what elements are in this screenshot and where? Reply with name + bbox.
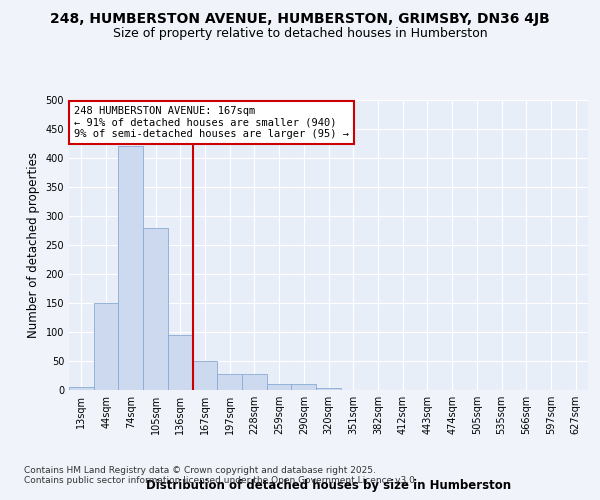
Bar xyxy=(316,388,341,390)
Text: 248 HUMBERSTON AVENUE: 167sqm
← 91% of detached houses are smaller (940)
9% of s: 248 HUMBERSTON AVENUE: 167sqm ← 91% of d… xyxy=(74,106,349,139)
Bar xyxy=(217,374,242,390)
Bar xyxy=(118,146,143,390)
Bar xyxy=(193,361,217,390)
Bar xyxy=(143,228,168,390)
Text: Size of property relative to detached houses in Humberston: Size of property relative to detached ho… xyxy=(113,28,487,40)
Y-axis label: Number of detached properties: Number of detached properties xyxy=(27,152,40,338)
Bar xyxy=(292,384,316,390)
Text: Contains HM Land Registry data © Crown copyright and database right 2025.
Contai: Contains HM Land Registry data © Crown c… xyxy=(24,466,418,485)
Bar xyxy=(168,335,193,390)
Text: 248, HUMBERSTON AVENUE, HUMBERSTON, GRIMSBY, DN36 4JB: 248, HUMBERSTON AVENUE, HUMBERSTON, GRIM… xyxy=(50,12,550,26)
Bar xyxy=(69,387,94,390)
Bar xyxy=(242,374,267,390)
Bar xyxy=(94,303,118,390)
Bar xyxy=(267,384,292,390)
X-axis label: Distribution of detached houses by size in Humberston: Distribution of detached houses by size … xyxy=(146,478,511,492)
